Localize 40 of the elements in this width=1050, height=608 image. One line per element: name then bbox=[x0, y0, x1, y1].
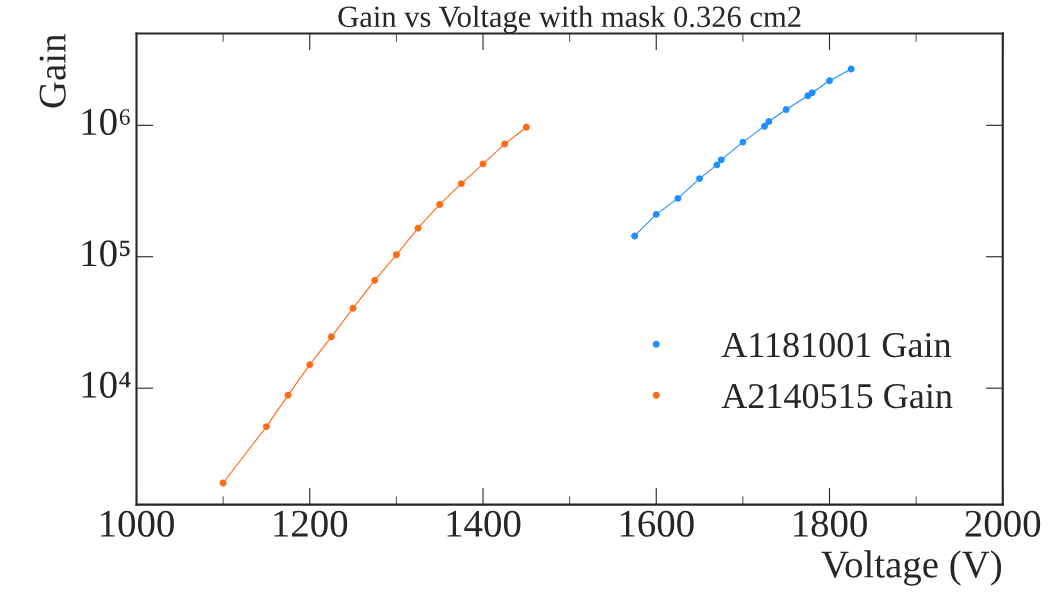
x-tick-label: 1800 bbox=[794, 510, 867, 537]
x-tick-label: 1400 bbox=[447, 510, 521, 537]
point bbox=[284, 391, 292, 399]
point bbox=[327, 333, 335, 341]
point bbox=[371, 276, 379, 284]
point bbox=[717, 156, 725, 164]
point bbox=[262, 423, 270, 431]
point bbox=[713, 161, 721, 169]
point bbox=[349, 304, 357, 312]
point bbox=[782, 105, 790, 113]
point bbox=[826, 77, 833, 85]
point bbox=[808, 89, 816, 97]
y-axis-title: Gain bbox=[39, 34, 66, 108]
y-tick-label: 10⁵ bbox=[82, 240, 130, 267]
point bbox=[761, 122, 768, 130]
point bbox=[414, 224, 422, 232]
y-tick-label: 10⁶ bbox=[82, 108, 130, 136]
legend-label: A2140515 Gain bbox=[721, 383, 953, 409]
legend-label: A1181001 Gain bbox=[721, 332, 952, 358]
x-tick-label: 1600 bbox=[620, 510, 694, 537]
chart-title: Gain vs Voltage with mask 0.326 cm2 bbox=[338, 5, 801, 34]
point bbox=[739, 138, 747, 146]
x-axis-title: Voltage (V) bbox=[821, 550, 1002, 586]
point bbox=[765, 117, 773, 125]
y-tick-label: 10⁴ bbox=[82, 371, 131, 398]
point bbox=[631, 232, 639, 240]
point bbox=[501, 140, 509, 148]
point bbox=[306, 361, 314, 369]
x-tick-label: 1000 bbox=[101, 510, 174, 537]
x-tick-label: 2000 bbox=[965, 510, 1041, 537]
point bbox=[522, 123, 530, 131]
point bbox=[696, 175, 704, 183]
point bbox=[847, 65, 855, 73]
point bbox=[652, 210, 660, 218]
point bbox=[479, 160, 487, 168]
x-tick-label: 1200 bbox=[274, 510, 348, 537]
point bbox=[392, 251, 400, 259]
point bbox=[457, 180, 465, 188]
point bbox=[674, 194, 682, 202]
point bbox=[436, 200, 444, 208]
